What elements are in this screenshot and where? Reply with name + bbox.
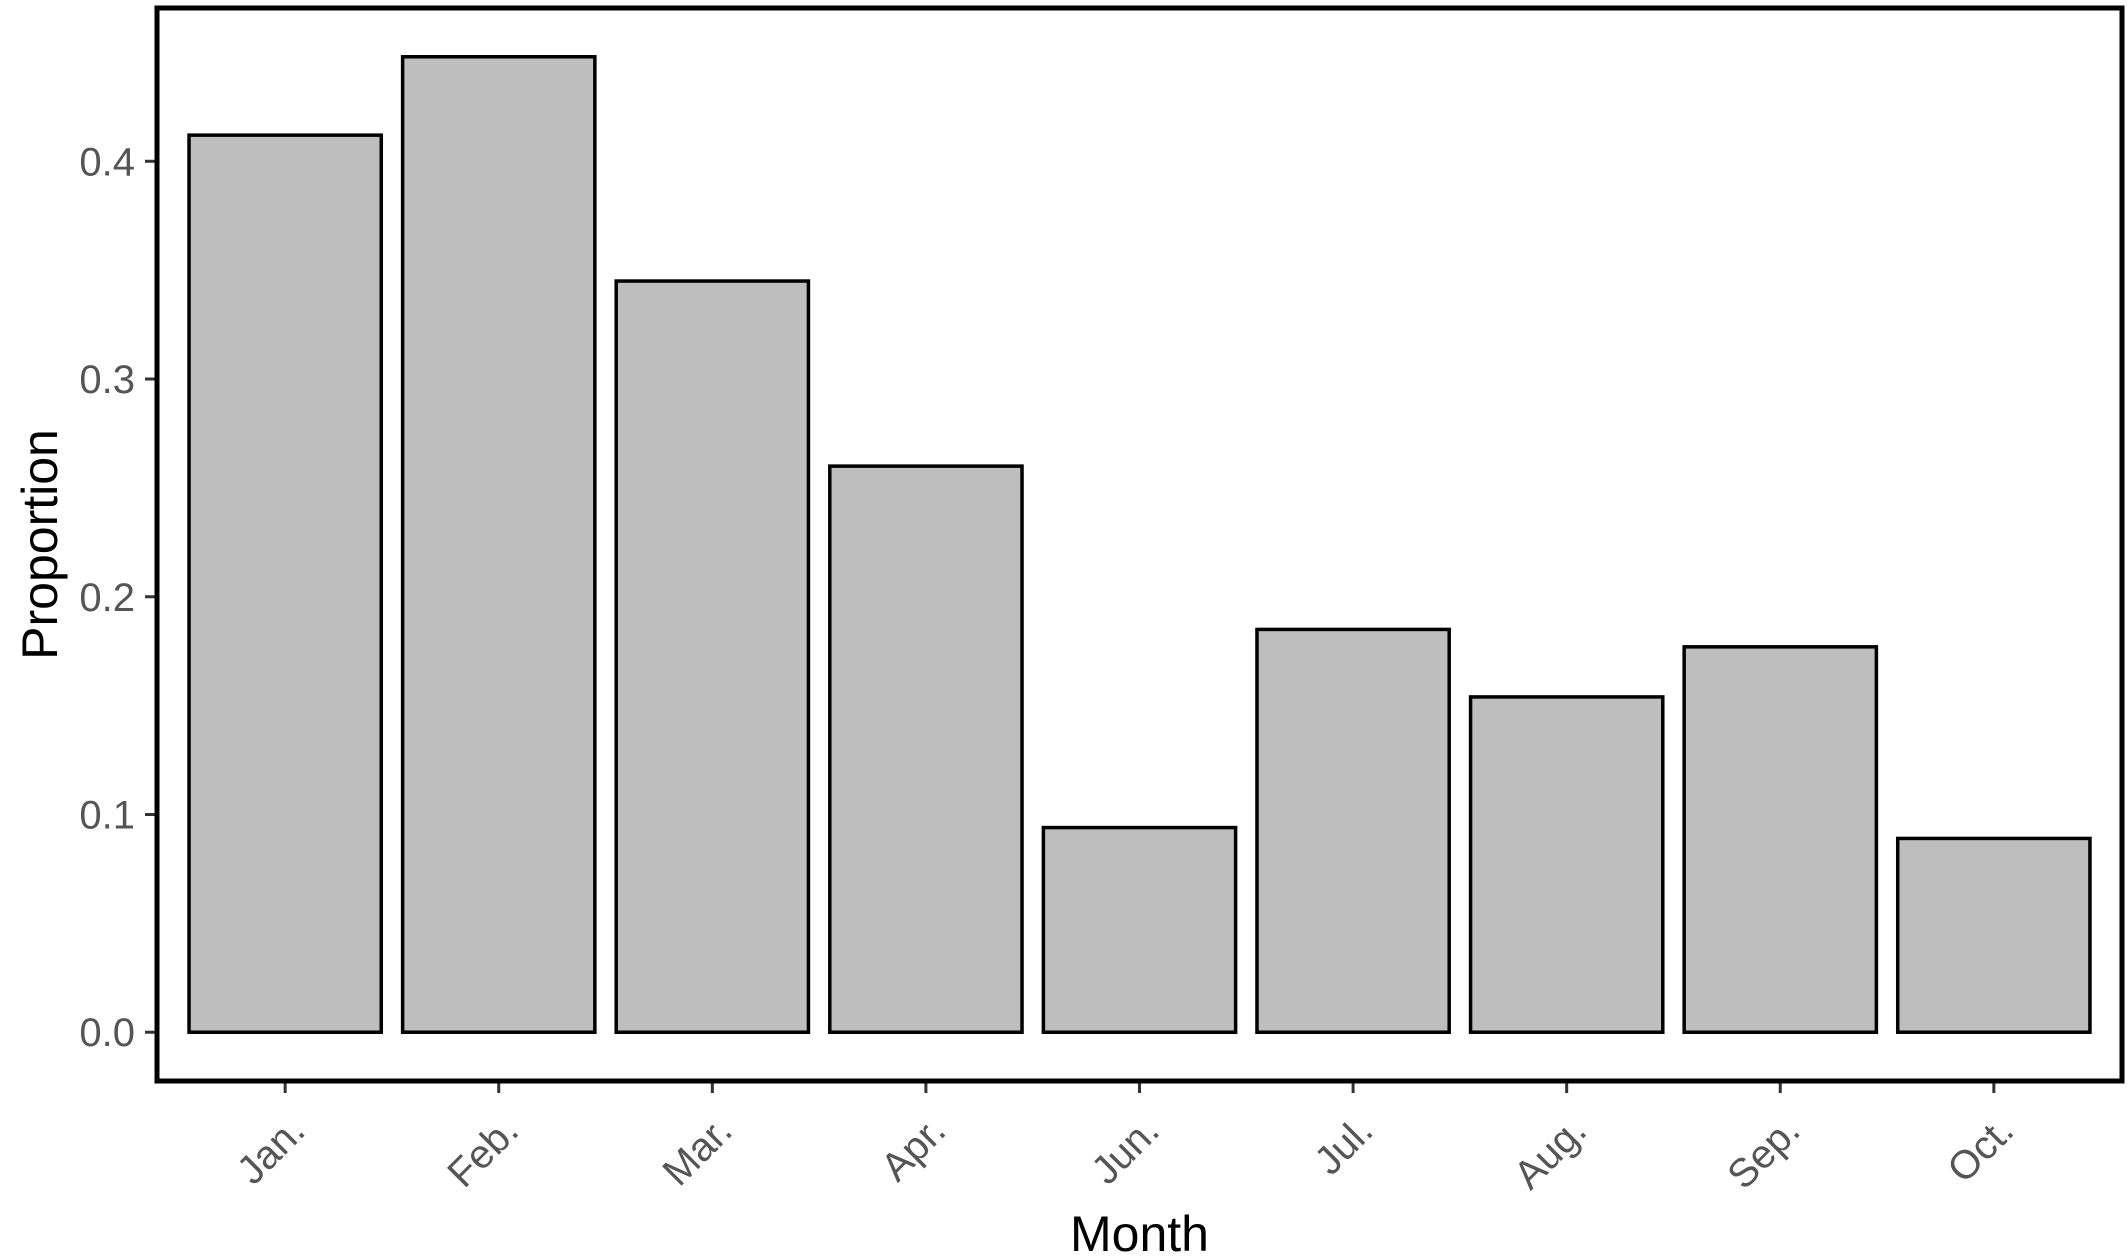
x-tick-label: Jan. bbox=[229, 1108, 314, 1193]
plot-panel-border bbox=[154, 5, 2125, 1084]
x-tick-label: Oct. bbox=[1939, 1108, 2022, 1191]
bar-mar bbox=[614, 279, 811, 1034]
bar-aug bbox=[1468, 695, 1665, 1034]
y-tick-label: 0.0 bbox=[79, 1011, 135, 1055]
y-axis: 0.0 0.1 0.2 0.3 0.4 bbox=[79, 140, 157, 1055]
x-tick-label: Jul. bbox=[1306, 1108, 1381, 1183]
x-tick-label: Aug. bbox=[1506, 1108, 1595, 1197]
x-tick-label: Sep. bbox=[1719, 1108, 1808, 1197]
bar-jan bbox=[187, 133, 384, 1034]
bar-jul bbox=[1255, 627, 1451, 1034]
y-tick-label: 0.1 bbox=[79, 793, 135, 837]
y-tick-label: 0.4 bbox=[79, 140, 135, 184]
y-tick-label: 0.2 bbox=[79, 576, 135, 620]
bar-apr bbox=[828, 464, 1024, 1034]
y-tick-label: 0.3 bbox=[79, 358, 135, 402]
x-tick-label: Feb. bbox=[439, 1108, 527, 1196]
y-axis-title: Proportion bbox=[12, 429, 68, 660]
x-axis-title: Month bbox=[1070, 1206, 1209, 1257]
x-tick-label: Mar. bbox=[655, 1108, 741, 1194]
bar-jun bbox=[1041, 825, 1238, 1034]
x-tick-label: Jun. bbox=[1083, 1108, 1168, 1193]
x-axis: Jan. Feb. Mar. Apr. Jun. Jul. Aug. Sep. Oct. bbox=[229, 1081, 2022, 1198]
bars bbox=[187, 55, 2092, 1034]
x-tick-label: Apr. bbox=[873, 1108, 954, 1189]
bar-sep bbox=[1682, 645, 1879, 1034]
bar-feb bbox=[400, 55, 597, 1034]
bar-oct bbox=[1895, 836, 2092, 1034]
